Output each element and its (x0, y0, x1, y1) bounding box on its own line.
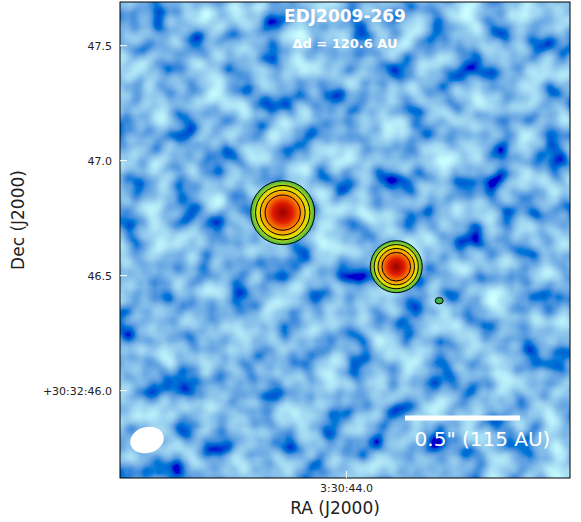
y-tick (120, 160, 127, 161)
plot-frame (120, 2, 570, 478)
source-emission (251, 181, 315, 245)
image-background (120, 2, 570, 478)
contour (382, 252, 411, 281)
x-axis-title: RA (J2000) (290, 498, 380, 518)
subtitle: Δd = 120.6 AU (292, 36, 397, 51)
contour (378, 248, 414, 284)
x-tick-label: 3:30:44.0 (320, 482, 373, 495)
contour (260, 190, 305, 235)
y-tick (120, 390, 127, 391)
y-tick-label: +30:32:46.0 (43, 385, 112, 398)
x-tick (346, 471, 347, 478)
contour (256, 185, 310, 239)
sources (251, 181, 443, 304)
contour (265, 195, 300, 230)
beam (127, 423, 167, 457)
figure: +30:32:46.0 46.5 47.0 47.5 3:30:44.0 RA (J200… (0, 0, 581, 522)
y-tick (120, 45, 127, 46)
contour (374, 245, 418, 289)
source (251, 181, 315, 245)
title: EDJ2009-269 (284, 6, 406, 26)
source-emission (370, 241, 422, 293)
chart: +30:32:46.0 46.5 47.0 47.5 3:30:44.0 RA (J200… (0, 0, 581, 522)
contour (370, 241, 422, 293)
image-noise (120, 2, 570, 478)
y-tick-label: 47.0 (88, 155, 113, 168)
y-tick (120, 275, 127, 276)
source (435, 298, 443, 304)
y-tick-label: 47.5 (88, 40, 113, 53)
y-axis-title: Dec (J2000) (8, 170, 28, 270)
scale-bar-label: 0.5" (115 AU) (415, 427, 551, 451)
y-tick-label: 46.5 (88, 270, 113, 283)
contour (435, 298, 443, 304)
contour (251, 181, 315, 245)
scale-bar (405, 416, 520, 421)
source (370, 241, 422, 293)
